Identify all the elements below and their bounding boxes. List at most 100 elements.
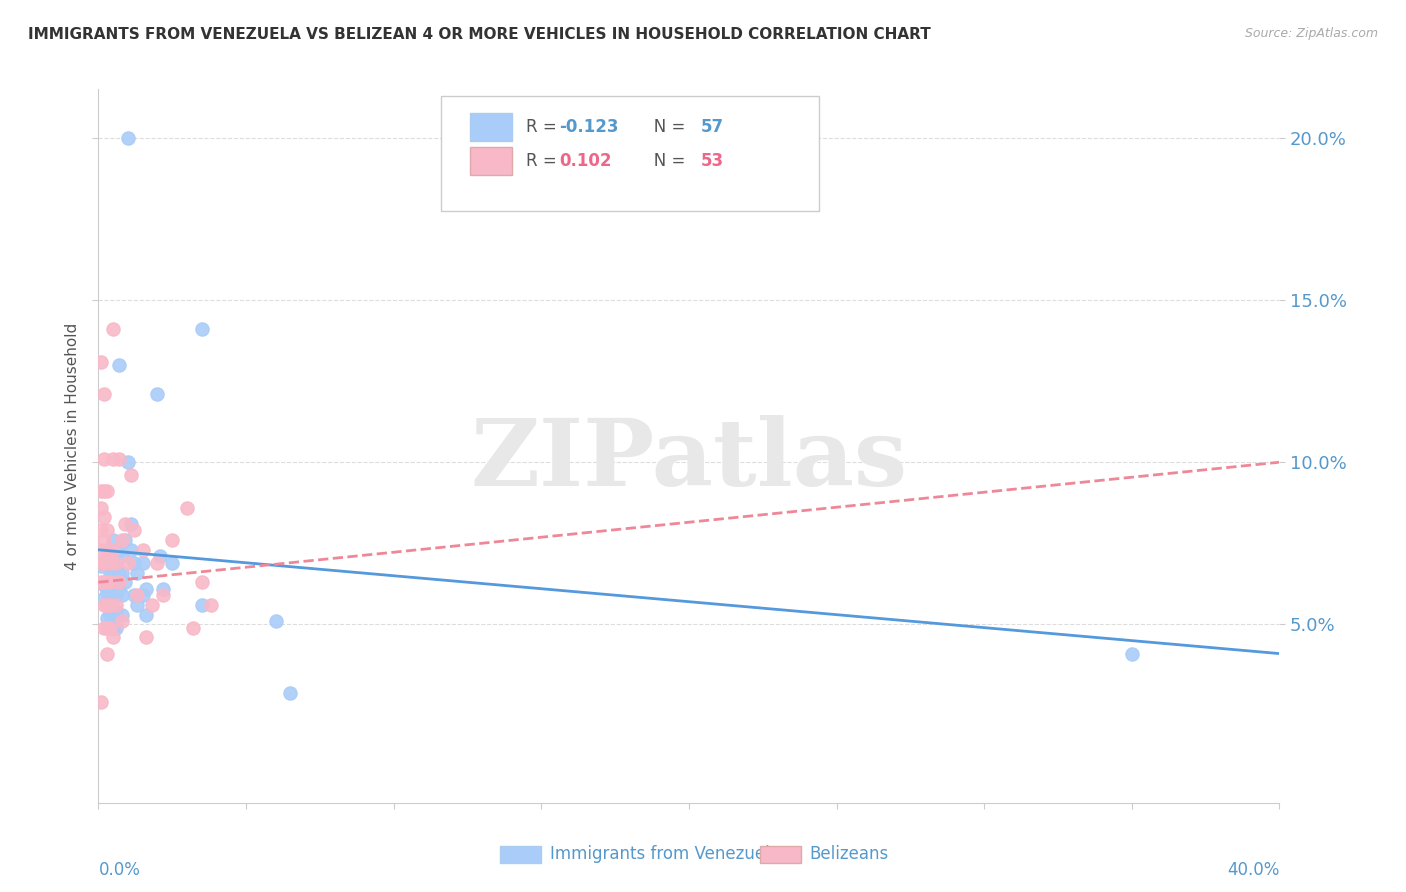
Point [132,556,155,570]
Point [120,516,142,531]
Point [93,621,115,635]
Point [132,588,155,602]
Point [152,582,174,596]
Point [90,695,112,709]
Point [96,598,118,612]
Point [149,549,172,564]
Text: Immigrants from Venezuela: Immigrants from Venezuela [550,846,779,863]
Point [93,598,115,612]
Point [96,542,118,557]
Point [96,575,118,590]
Point [98,598,121,612]
Point [93,452,115,467]
Point [103,607,125,622]
Point [200,598,222,612]
Point [108,542,131,557]
Point [90,500,112,515]
Point [105,604,128,618]
Bar [471,147,512,176]
Text: Belizeans: Belizeans [810,846,889,863]
Point [98,575,121,590]
Point [117,455,139,469]
Point [93,591,115,606]
Text: R =: R = [526,119,562,136]
Point [105,598,128,612]
Point [96,484,118,499]
Point [108,452,131,467]
Bar [501,846,541,863]
Text: N =: N = [638,153,690,170]
Point [96,585,118,599]
Point [117,131,139,145]
Point [191,598,214,612]
Point [191,322,214,336]
FancyBboxPatch shape [441,96,818,211]
Point [125,566,148,580]
Point [111,588,134,602]
Point [105,556,128,570]
Point [93,484,115,499]
Point [103,556,125,570]
Point [114,533,136,547]
Point [120,468,142,483]
Point [135,607,157,622]
Text: Source: ZipAtlas.com: Source: ZipAtlas.com [1244,27,1378,40]
Point [135,631,157,645]
Point [122,588,145,602]
Point [90,354,112,368]
Text: 53: 53 [700,153,724,170]
Point [103,582,125,596]
Point [152,588,174,602]
Point [103,591,125,606]
Point [90,484,112,499]
Point [120,542,142,557]
Point [264,614,287,628]
Point [103,452,125,467]
Point [93,387,115,401]
Point [105,575,128,590]
Text: 0.102: 0.102 [560,153,612,170]
Point [98,607,121,622]
Point [162,556,183,570]
Point [103,631,125,645]
Point [111,566,134,580]
Point [96,621,118,635]
Point [96,552,118,566]
Point [105,621,128,635]
Point [98,549,121,564]
Text: IMMIGRANTS FROM VENEZUELA VS BELIZEAN 4 OR MORE VEHICLES IN HOUSEHOLD CORRELATIO: IMMIGRANTS FROM VENEZUELA VS BELIZEAN 4 … [28,27,931,42]
Point [90,556,112,570]
Point [93,575,115,590]
Point [96,647,118,661]
Y-axis label: 4 or more Vehicles in Household: 4 or more Vehicles in Household [65,322,80,570]
Point [98,575,121,590]
Text: R =: R = [526,153,567,170]
Point [111,533,134,547]
Point [146,387,169,401]
Point [105,542,128,557]
Point [93,533,115,547]
Point [90,524,112,538]
Point [103,322,125,336]
Point [176,500,198,515]
Point [98,598,121,612]
Point [162,533,183,547]
Point [132,542,155,557]
Point [98,566,121,580]
Point [117,556,139,570]
Point [96,524,118,538]
Text: 40.0%: 40.0% [1227,861,1279,880]
Bar [759,846,801,863]
Point [108,582,131,596]
Point [96,549,118,564]
Point [90,575,112,590]
Text: -0.123: -0.123 [560,119,619,136]
Point [98,556,121,570]
Point [96,611,118,625]
Point [103,533,125,547]
Bar [471,113,512,142]
Point [93,578,115,592]
Point [103,621,125,635]
Point [105,588,128,602]
Text: 57: 57 [700,119,724,136]
